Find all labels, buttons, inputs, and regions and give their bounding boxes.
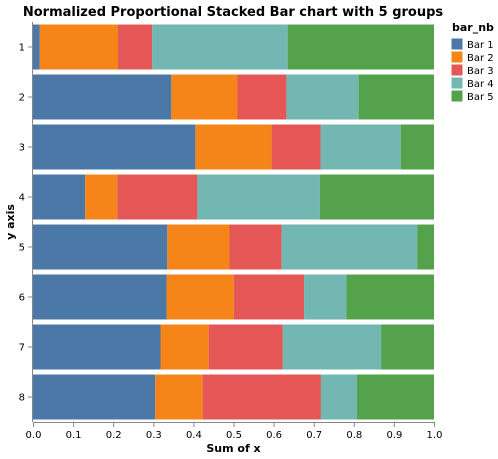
y-tick-label: 6 (19, 293, 25, 304)
y-tick-label: 8 (19, 393, 25, 404)
bar-segment-7-5 (381, 325, 434, 370)
bar-segment-6-5 (346, 275, 434, 320)
bar-segment-3-3 (272, 125, 321, 170)
legend-label: Bar 4 (467, 79, 494, 90)
legend-title: bar_nb (452, 21, 494, 34)
x-axis: 0.0 0.1 0.2 0.3 0.4 0.5 0.6 0.7 0.8 0.9 1.0 (26, 422, 443, 441)
legend-label: Bar 2 (467, 53, 494, 64)
x-tick-label: 0.9 (386, 430, 402, 441)
x-tick-label: 0.6 (266, 430, 282, 441)
bar-segment-1-5 (288, 25, 434, 70)
x-tick-label: 0.3 (146, 430, 162, 441)
y-tick-label: 2 (19, 93, 25, 104)
y-axis: 1 2 3 4 5 6 7 8 (19, 22, 33, 422)
bar-segment-5-4 (282, 225, 418, 270)
bar-segment-7-3 (209, 325, 283, 370)
y-tick-label: 5 (19, 243, 25, 254)
legend-swatch (452, 91, 462, 101)
bar-segment-3-5 (401, 125, 434, 170)
bar-segment-8-5 (357, 375, 434, 420)
plot-area (33, 25, 434, 420)
legend-swatch (452, 52, 462, 62)
y-tick-label: 3 (19, 143, 25, 154)
y-axis-label: y axis (4, 204, 17, 240)
bar-segment-8-1 (33, 375, 155, 420)
bar-segment-3-4 (321, 125, 401, 170)
bar-segment-4-4 (197, 175, 319, 220)
bar-segment-1-3 (118, 25, 152, 70)
x-tick-label: 0.4 (186, 430, 202, 441)
legend-label: Bar 3 (467, 66, 494, 77)
bar-segment-7-4 (283, 325, 381, 370)
bar-segment-4-1 (33, 175, 85, 220)
bar-segment-3-2 (195, 125, 271, 170)
x-tick-label: 0.2 (106, 430, 122, 441)
bar-segment-1-2 (40, 25, 118, 70)
x-tick-label: 0.1 (66, 430, 82, 441)
bar-segment-2-2 (171, 75, 237, 120)
bar-segment-4-5 (320, 175, 434, 220)
bar-segment-2-5 (359, 75, 434, 120)
bar-segment-6-4 (304, 275, 346, 320)
bar-segment-6-2 (167, 275, 234, 320)
legend-swatch (452, 65, 462, 75)
x-tick-label: 0.5 (226, 430, 242, 441)
bar-segment-3-1 (33, 125, 195, 170)
x-axis-label: Sum of x (206, 442, 260, 455)
x-tick-label: 1.0 (427, 430, 443, 441)
x-tick-label: 0.0 (26, 430, 42, 441)
bar-segment-2-1 (33, 75, 171, 120)
bar-segment-6-1 (33, 275, 167, 320)
bar-segment-1-4 (152, 25, 288, 70)
legend-label: Bar 5 (467, 92, 494, 103)
bar-segment-5-2 (167, 225, 229, 270)
bar-segment-1-1 (33, 25, 40, 70)
bar-segment-8-3 (203, 375, 321, 420)
bar-segment-8-4 (321, 375, 357, 420)
legend-swatch (452, 78, 462, 88)
legend-label: Bar 1 (467, 40, 494, 51)
x-tick-label: 0.7 (306, 430, 322, 441)
legend-swatch (452, 39, 462, 49)
bar-segment-5-3 (229, 225, 281, 270)
bar-segment-5-1 (33, 225, 167, 270)
bar-segment-8-2 (155, 375, 202, 420)
legend: bar_nb Bar 1 Bar 2 Bar 3 Bar 4 Bar 5 (452, 21, 494, 103)
bar-segment-5-5 (417, 225, 434, 270)
y-tick-label: 7 (19, 343, 25, 354)
chart-title: Normalized Proportional Stacked Bar char… (23, 5, 444, 20)
y-tick-label: 4 (19, 193, 25, 204)
bar-segment-6-3 (234, 275, 304, 320)
bar-segment-4-2 (85, 175, 117, 220)
bar-segment-2-4 (286, 75, 358, 120)
bar-segment-4-3 (117, 175, 197, 220)
bar-segment-7-1 (33, 325, 161, 370)
x-tick-label: 0.8 (346, 430, 362, 441)
bar-segment-7-2 (161, 325, 209, 370)
bar-segment-2-3 (238, 75, 287, 120)
y-tick-label: 1 (19, 43, 25, 54)
